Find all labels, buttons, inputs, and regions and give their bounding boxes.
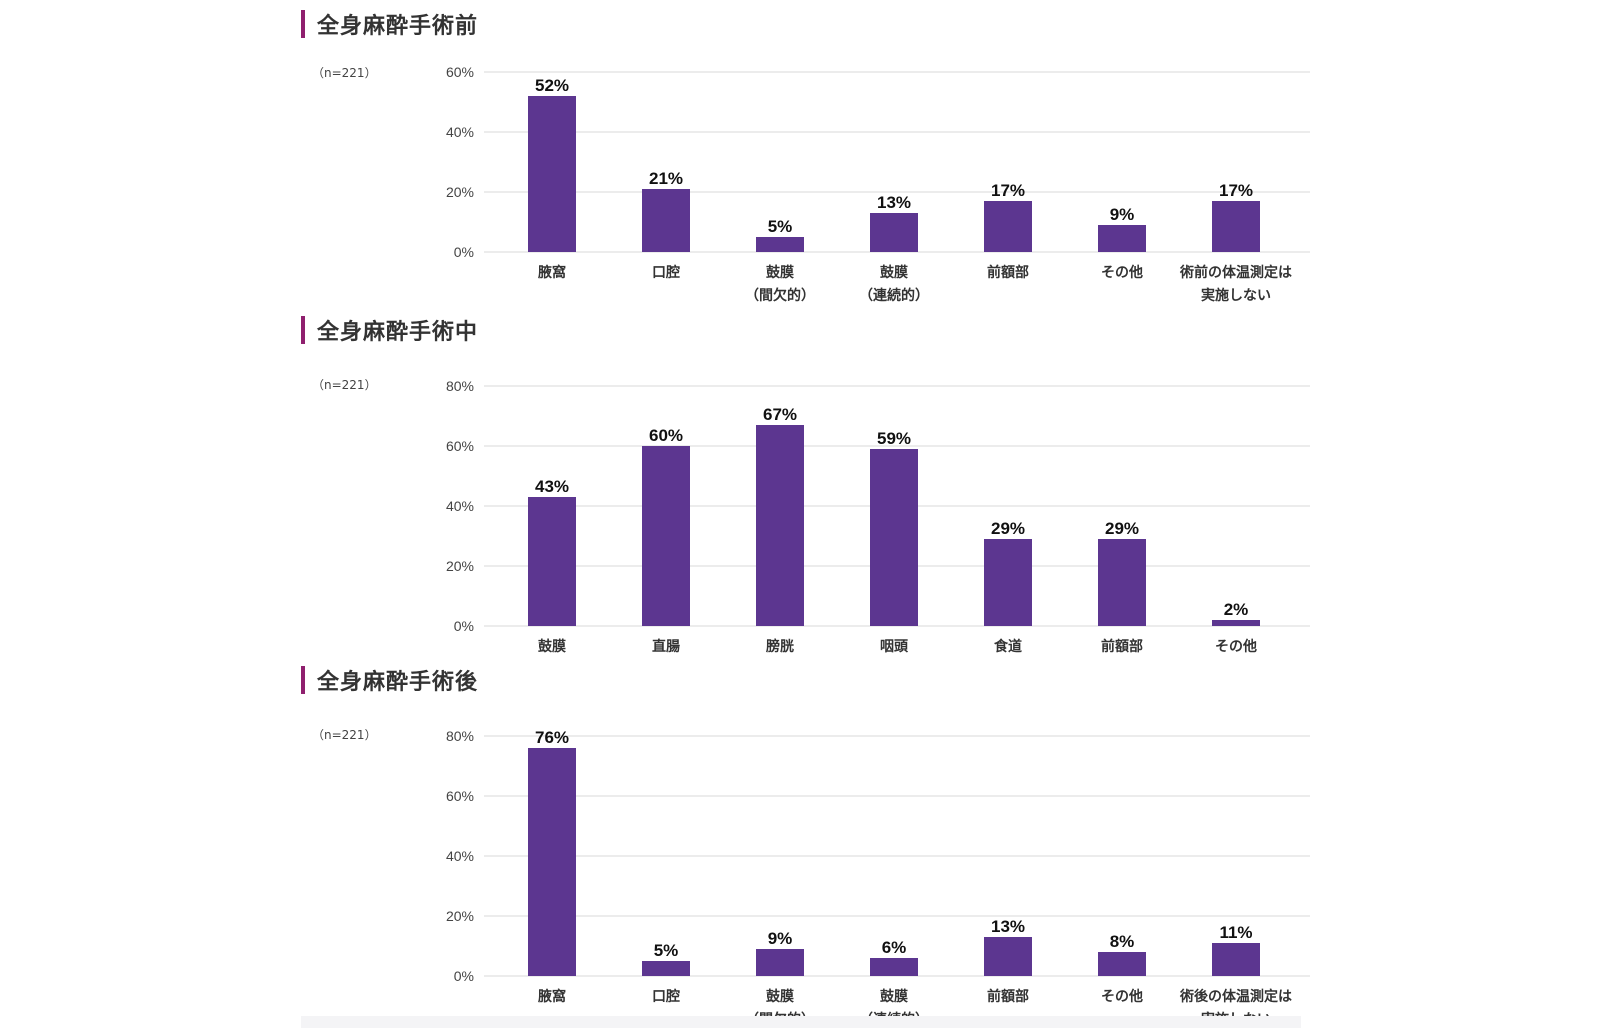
bar bbox=[984, 539, 1032, 626]
data-label: 60% bbox=[649, 426, 683, 445]
data-label: 67% bbox=[763, 405, 797, 424]
bar bbox=[756, 949, 804, 976]
section-header: 全身麻酔手術中 bbox=[301, 316, 479, 345]
bar bbox=[528, 497, 576, 626]
bar-chart-pre-op: 0% 20% 40% 60% 52% 腋窩 21% 口腔 5% 鼓膜 （間欠的） 13% 鼓膜 （連続的）… bbox=[446, 64, 1310, 304]
bar bbox=[756, 237, 804, 252]
accent-bar bbox=[301, 316, 305, 344]
y-tick-label: 80% bbox=[446, 728, 474, 744]
footer-shade bbox=[301, 1016, 1301, 1028]
category-label: （間欠的） bbox=[745, 287, 815, 304]
y-tick-label: 20% bbox=[446, 558, 474, 574]
category-label: 鼓膜 bbox=[880, 988, 908, 1005]
y-tick-label: 40% bbox=[446, 848, 474, 864]
category-label: その他 bbox=[1101, 988, 1143, 1005]
data-label: 43% bbox=[535, 477, 569, 496]
category-label: 鼓膜 bbox=[766, 264, 794, 281]
bar bbox=[642, 961, 690, 976]
category-label: 腋窩 bbox=[538, 988, 566, 1005]
data-label: 52% bbox=[535, 76, 569, 95]
category-label: 鼓膜 bbox=[538, 638, 566, 655]
data-label: 5% bbox=[654, 941, 679, 960]
data-label: 17% bbox=[1219, 181, 1253, 200]
bar bbox=[1098, 225, 1146, 252]
y-tick-label: 0% bbox=[454, 244, 474, 260]
accent-bar bbox=[301, 10, 305, 38]
data-label: 13% bbox=[877, 193, 911, 212]
bar bbox=[528, 96, 576, 252]
y-tick-label: 60% bbox=[446, 788, 474, 804]
section-header: 全身麻酔手術後 bbox=[301, 666, 479, 695]
category-label: 直腸 bbox=[652, 638, 680, 655]
data-label: 9% bbox=[768, 929, 793, 948]
bar bbox=[1212, 620, 1260, 626]
data-label: 11% bbox=[1219, 923, 1252, 942]
category-label: 前額部 bbox=[987, 264, 1029, 281]
category-label: 鼓膜 bbox=[766, 988, 794, 1005]
category-label: 鼓膜 bbox=[880, 264, 908, 281]
bar bbox=[642, 446, 690, 626]
data-label: 13% bbox=[991, 917, 1025, 936]
sample-size-note: （n=221） bbox=[312, 378, 377, 392]
category-label: その他 bbox=[1215, 638, 1257, 655]
category-label: 前額部 bbox=[1101, 638, 1143, 655]
bar bbox=[1212, 201, 1260, 252]
category-label: 口腔 bbox=[652, 264, 680, 281]
y-tick-label: 0% bbox=[454, 968, 474, 984]
data-label: 21% bbox=[649, 169, 683, 188]
y-tick-label: 80% bbox=[446, 378, 474, 394]
sample-size-note: （n=221） bbox=[312, 728, 377, 742]
bar bbox=[870, 213, 918, 252]
category-label: 術前の体温測定は bbox=[1179, 264, 1292, 281]
bar bbox=[1098, 952, 1146, 976]
y-tick-label: 40% bbox=[446, 498, 474, 514]
y-tick-label: 60% bbox=[446, 64, 474, 80]
y-tick-label: 60% bbox=[446, 438, 474, 454]
data-label: 59% bbox=[877, 429, 911, 448]
category-label: 術後の体温測定は bbox=[1179, 988, 1292, 1005]
category-label: 実施しない bbox=[1201, 287, 1271, 304]
category-label: （連続的） bbox=[859, 287, 929, 304]
category-label: 腋窩 bbox=[538, 264, 566, 281]
sample-size-note: （n=221） bbox=[312, 66, 377, 80]
y-tick-label: 40% bbox=[446, 124, 474, 140]
bar bbox=[756, 425, 804, 626]
section-title: 全身麻酔手術中 bbox=[317, 320, 479, 345]
bar-chart-intra-op: 0% 20% 40% 60% 80% 43% 鼓膜 60% 直腸 67% 膀胱 59% 咽頭 29% 食道 2… bbox=[446, 378, 1310, 655]
accent-bar bbox=[301, 666, 305, 694]
bar bbox=[870, 958, 918, 976]
bar bbox=[984, 937, 1032, 976]
y-tick-label: 20% bbox=[446, 908, 474, 924]
section-title: 全身麻酔手術前 bbox=[317, 14, 479, 39]
category-label: 咽頭 bbox=[880, 639, 909, 655]
category-label: 前額部 bbox=[987, 988, 1029, 1005]
y-tick-label: 20% bbox=[446, 184, 474, 200]
data-label: 29% bbox=[1105, 519, 1139, 538]
data-label: 6% bbox=[882, 938, 907, 957]
category-label: 口腔 bbox=[652, 988, 680, 1005]
section-header: 全身麻酔手術前 bbox=[301, 10, 479, 39]
data-label: 2% bbox=[1224, 600, 1249, 619]
data-label: 5% bbox=[768, 217, 793, 236]
bar bbox=[984, 201, 1032, 252]
y-tick-label: 0% bbox=[454, 618, 474, 634]
bar bbox=[528, 748, 576, 976]
section-title: 全身麻酔手術後 bbox=[317, 670, 479, 695]
data-label: 76% bbox=[535, 728, 569, 747]
data-label: 9% bbox=[1110, 205, 1135, 224]
category-label: 食道 bbox=[994, 638, 1022, 655]
bar bbox=[1212, 943, 1260, 976]
category-label: 膀胱 bbox=[765, 638, 794, 655]
bar bbox=[1098, 539, 1146, 626]
category-label: その他 bbox=[1101, 264, 1143, 281]
data-label: 8% bbox=[1110, 932, 1135, 951]
data-label: 29% bbox=[991, 519, 1025, 538]
bar bbox=[642, 189, 690, 252]
data-label: 17% bbox=[991, 181, 1025, 200]
bar bbox=[870, 449, 918, 626]
